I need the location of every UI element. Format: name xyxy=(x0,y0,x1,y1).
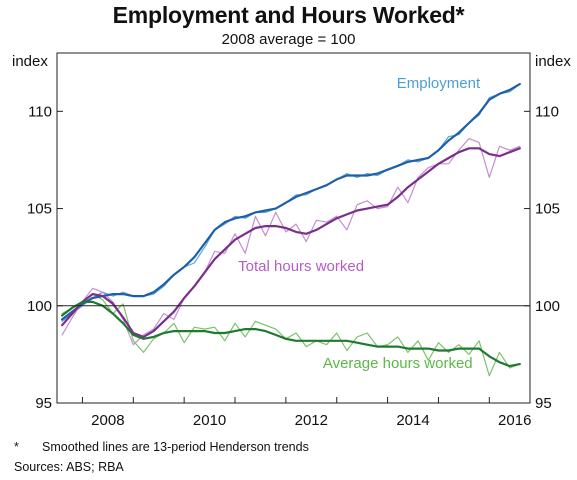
trend-4-line xyxy=(60,147,521,338)
sources-note: Sources: ABS; RBA xyxy=(14,460,124,474)
total-hours-worked-line xyxy=(61,138,521,346)
y-tick-label-right: 100 xyxy=(535,298,560,315)
annotation-average-hours-worked: Average hours worked xyxy=(323,355,473,372)
series-annotations: Employment Total hours worked Average hour… xyxy=(238,75,481,372)
x-tick-label: 2016 xyxy=(498,412,531,429)
trend-5-line xyxy=(60,300,521,368)
y-tick-label-left: 95 xyxy=(35,395,52,412)
chart-subtitle: 2008 average = 100 xyxy=(221,31,356,48)
plot-border xyxy=(56,52,531,404)
footnote: * Smoothed lines are 13-period Henderson … xyxy=(14,440,309,454)
footnote-marker: * xyxy=(14,440,19,454)
plot-frame xyxy=(56,52,531,404)
annotation-total-hours-worked: Total hours worked xyxy=(238,258,364,275)
y-tick-label-right: 110 xyxy=(535,103,559,120)
average-hours-worked-line xyxy=(61,293,521,377)
employment-line xyxy=(61,83,521,322)
right-axis-unit: index xyxy=(535,53,571,70)
series-lines xyxy=(60,82,521,377)
x-tick-label: 2008 xyxy=(91,412,124,429)
y-tick-label-left: 105 xyxy=(27,201,52,218)
left-axis-unit: index xyxy=(12,53,48,70)
line-chart: 95 95 100 100 105 105 110 110 2008 2010 2012 2014 20… xyxy=(27,52,560,429)
trend-3-line xyxy=(60,82,521,321)
y-tick-label-left: 110 xyxy=(28,103,52,120)
x-tick-label: 2014 xyxy=(396,412,429,429)
chart-title: Employment and Hours Worked* xyxy=(112,2,465,28)
y-tick-label-right: 105 xyxy=(535,201,560,218)
axis-ticks: 95 95 100 100 105 105 110 110 2008 2010 2012 2014 20… xyxy=(27,103,560,429)
x-tick-label: 2012 xyxy=(295,412,328,429)
annotation-employment: Employment xyxy=(397,75,481,92)
footnote-text: Smoothed lines are 13-period Henderson t… xyxy=(42,440,309,454)
y-tick-label-right: 95 xyxy=(535,395,552,412)
x-tick-label: 2010 xyxy=(193,412,226,429)
y-tick-label-left: 100 xyxy=(27,298,52,315)
